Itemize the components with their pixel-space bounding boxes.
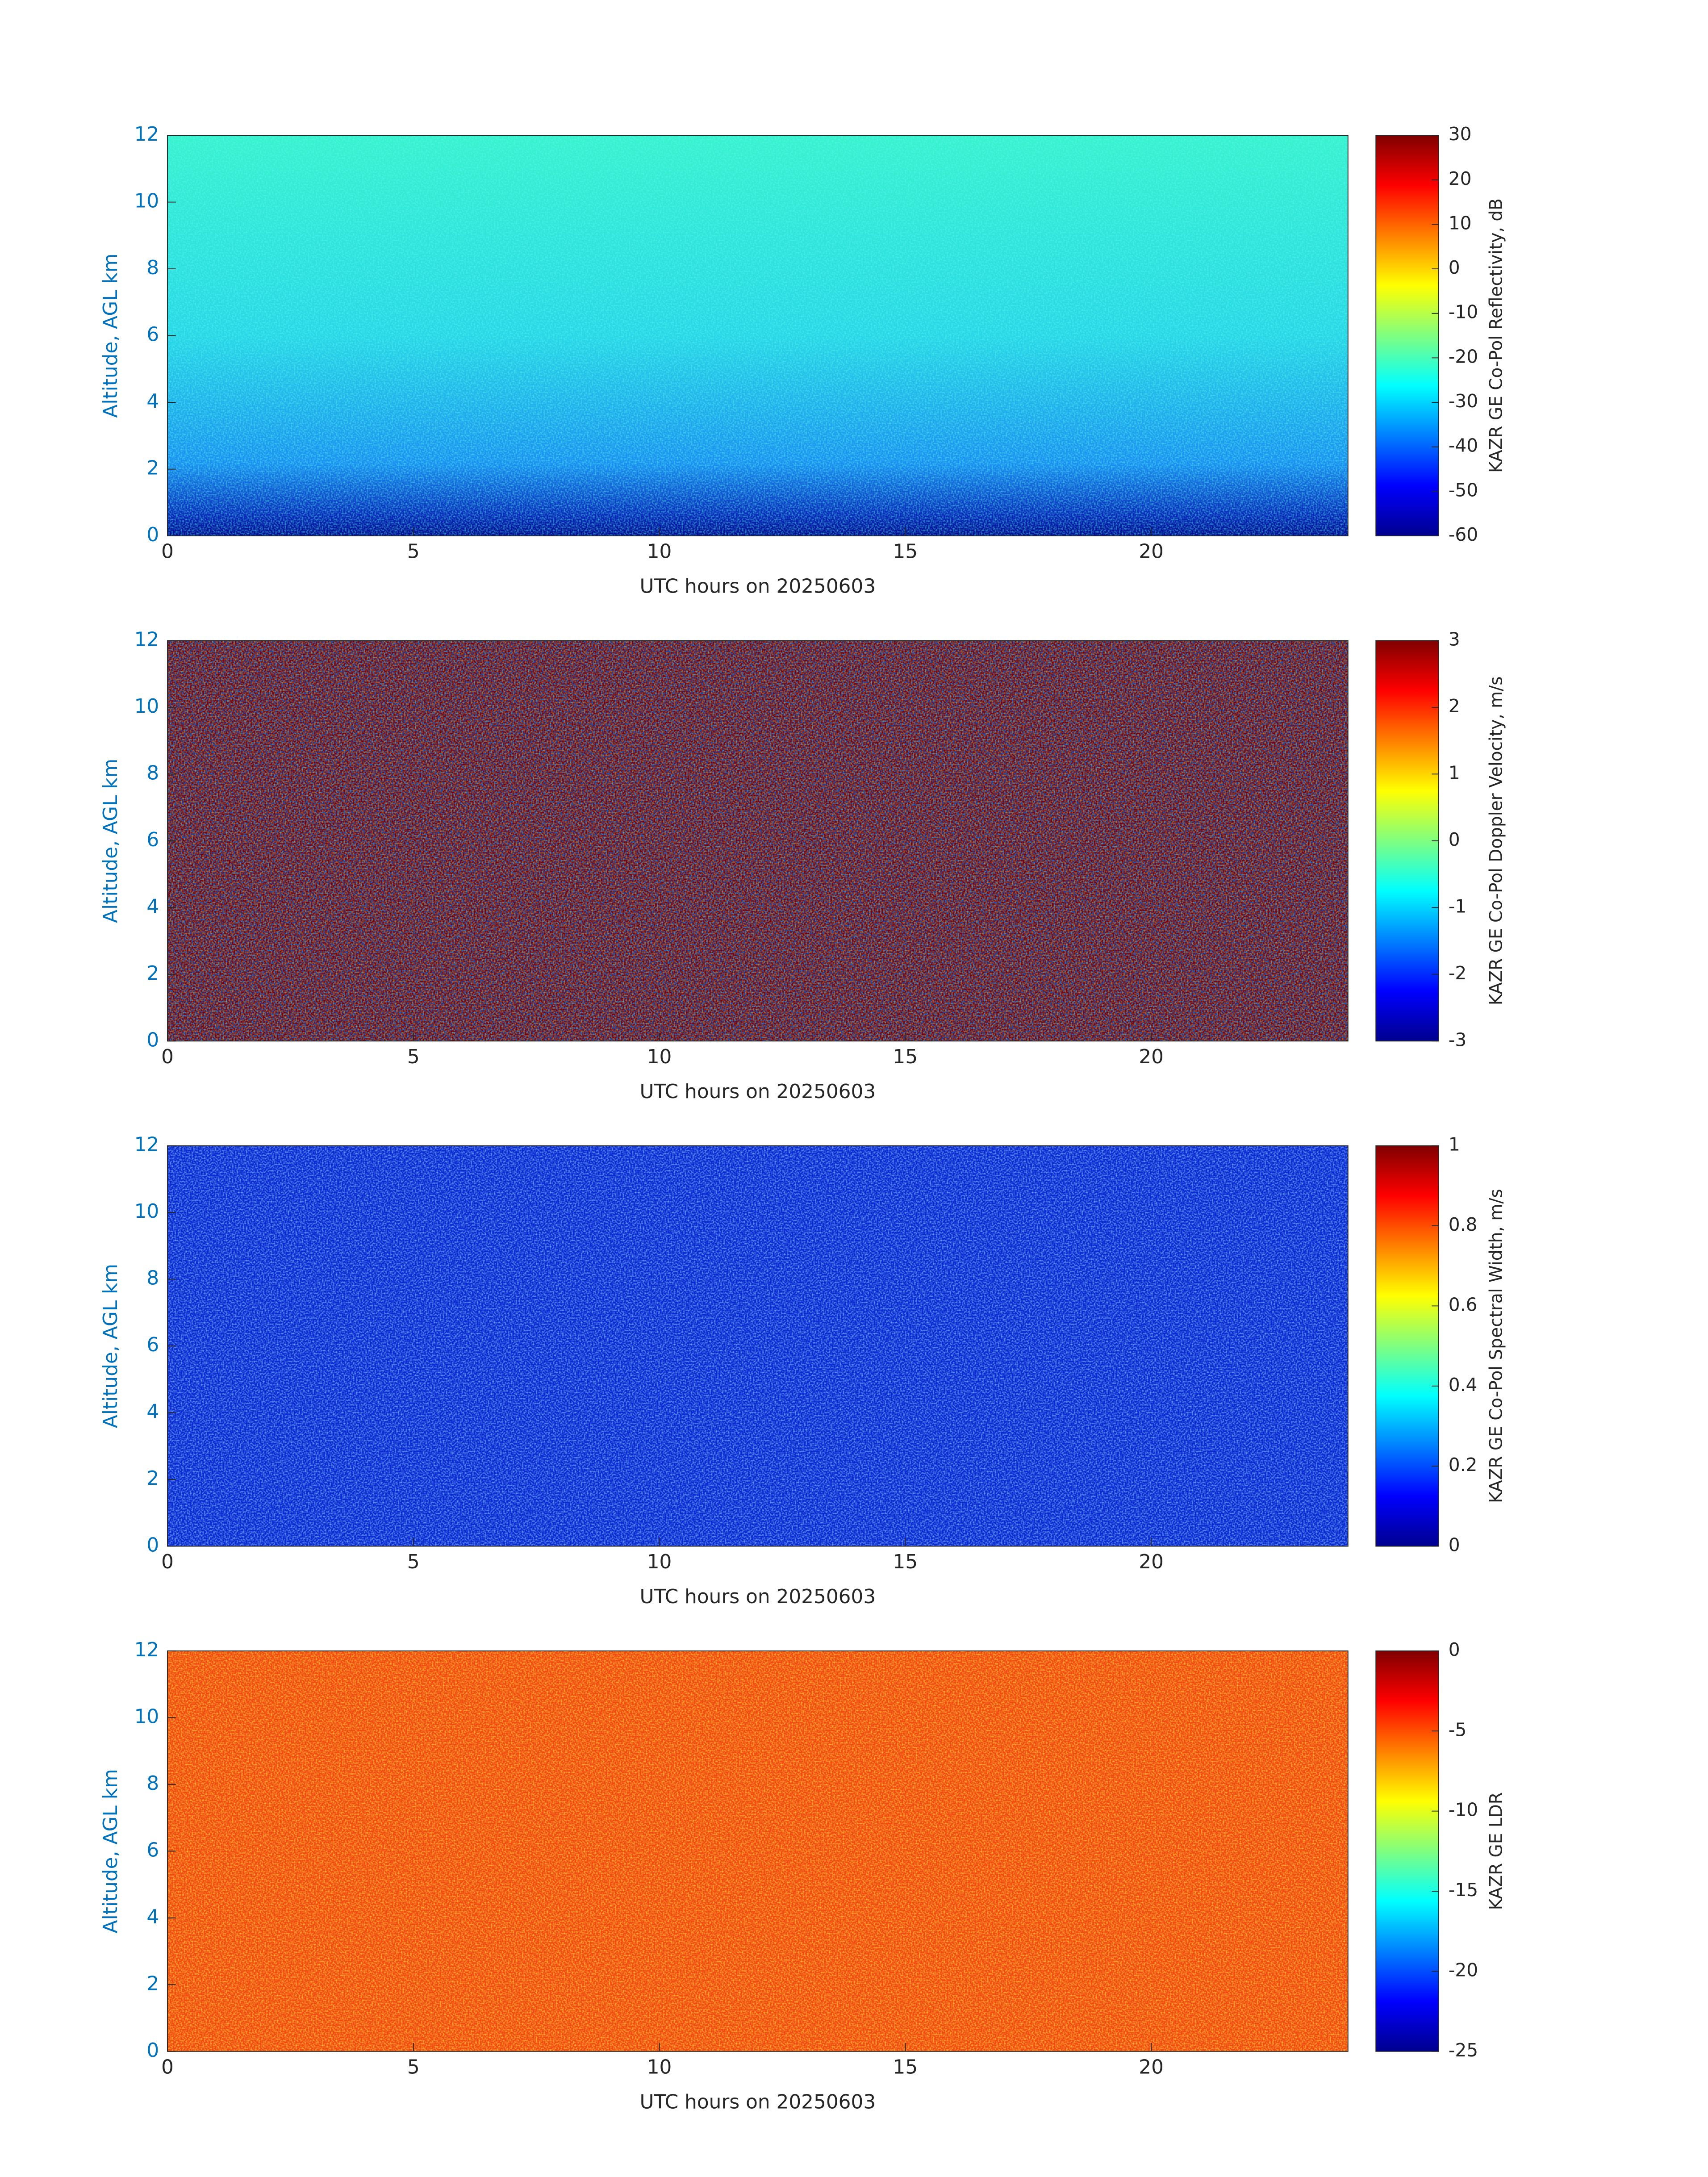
colorbar-label: KAZR GE LDR bbox=[1487, 1792, 1507, 1910]
y-axis-label: Altitude, AGL km bbox=[99, 759, 122, 923]
colorbar-tick-label: -3 bbox=[1449, 1029, 1467, 1050]
y-tick-label: 6 bbox=[146, 1333, 159, 1356]
noise-texture bbox=[167, 640, 1348, 1041]
y-tick-label: 12 bbox=[134, 1133, 159, 1156]
noise-texture bbox=[167, 135, 1348, 536]
colorbar bbox=[1375, 1650, 1439, 2052]
y-tick-label: 12 bbox=[134, 628, 159, 651]
x-tick-label: 15 bbox=[893, 1550, 918, 1573]
colorbar-tick-label: -1 bbox=[1449, 895, 1467, 917]
x-tick-label: 15 bbox=[893, 2056, 918, 2078]
y-tick-label: 8 bbox=[146, 1267, 159, 1290]
colorbar-tick-label: -20 bbox=[1449, 1959, 1478, 1981]
x-tick-label: 10 bbox=[647, 1550, 672, 1573]
colorbar-tick-label: -2 bbox=[1449, 962, 1467, 984]
x-axis-label: UTC hours on 20250603 bbox=[640, 1585, 876, 1608]
x-tick-label: 20 bbox=[1139, 1550, 1164, 1573]
colorbar-tick-label: -50 bbox=[1449, 479, 1478, 501]
x-axis-label: UTC hours on 20250603 bbox=[640, 2090, 876, 2113]
colorbar-tick-label: 0.2 bbox=[1449, 1454, 1478, 1475]
y-tick-label: 2 bbox=[146, 1467, 159, 1490]
colorbar-tick-label: -40 bbox=[1449, 435, 1478, 456]
y-tick-label: 12 bbox=[134, 1638, 159, 1661]
colorbar-label: KAZR GE Co-Pol Spectral Width, m/s bbox=[1487, 1189, 1507, 1503]
colorbar-tick-label: 0 bbox=[1449, 1534, 1460, 1556]
colorbar-tick-label: 0 bbox=[1449, 257, 1460, 278]
colorbar-tick-label: -25 bbox=[1449, 2039, 1478, 2061]
y-tick-label: 10 bbox=[134, 695, 159, 718]
colorbar-tick-label: 0.4 bbox=[1449, 1374, 1478, 1396]
y-tick-label: 12 bbox=[134, 123, 159, 146]
x-tick-label: 5 bbox=[407, 1045, 420, 1068]
colorbar-tick-label: 0 bbox=[1449, 1639, 1460, 1660]
y-tick-label: 4 bbox=[146, 390, 159, 413]
y-tick-label: 2 bbox=[146, 457, 159, 480]
colorbar-tick-label: 0 bbox=[1449, 829, 1460, 850]
y-tick-label: 10 bbox=[134, 1705, 159, 1728]
x-tick-label: 10 bbox=[647, 2056, 672, 2078]
colorbar bbox=[1375, 135, 1439, 536]
colorbar-label: KAZR GE Co-Pol Reflectivity, dB bbox=[1487, 198, 1507, 473]
noise-texture bbox=[167, 1145, 1348, 1546]
x-tick-label: 0 bbox=[161, 540, 174, 563]
colorbar-label: KAZR GE Co-Pol Doppler Velocity, m/s bbox=[1487, 676, 1507, 1005]
x-axis-label: UTC hours on 20250603 bbox=[640, 1080, 876, 1103]
y-tick-label: 4 bbox=[146, 1905, 159, 1928]
colorbar-tick-label: 0.8 bbox=[1449, 1214, 1478, 1235]
colorbar-tick-label: 10 bbox=[1449, 212, 1472, 234]
y-tick-label: 0 bbox=[146, 1534, 159, 1556]
x-tick-label: 20 bbox=[1139, 2056, 1164, 2078]
y-tick-label: 10 bbox=[134, 190, 159, 213]
y-tick-label: 6 bbox=[146, 323, 159, 346]
x-tick-label: 15 bbox=[893, 540, 918, 563]
colorbar bbox=[1375, 640, 1439, 1042]
y-tick-label: 2 bbox=[146, 962, 159, 985]
colorbar-tick-label: 0.6 bbox=[1449, 1294, 1478, 1315]
y-axis-label: Altitude, AGL km bbox=[99, 254, 122, 418]
x-tick-label: 0 bbox=[161, 2056, 174, 2078]
y-tick-label: 2 bbox=[146, 1972, 159, 1995]
x-tick-label: 10 bbox=[647, 540, 672, 563]
x-tick-label: 0 bbox=[161, 1045, 174, 1068]
colorbar-tick-label: -60 bbox=[1449, 524, 1478, 545]
colorbar-tick-label: -15 bbox=[1449, 1879, 1478, 1901]
y-tick-label: 4 bbox=[146, 1400, 159, 1423]
y-tick-label: 8 bbox=[146, 1772, 159, 1795]
colorbar-tick-label: 30 bbox=[1449, 123, 1472, 145]
x-tick-label: 5 bbox=[407, 2056, 420, 2078]
colorbar bbox=[1375, 1145, 1439, 1547]
x-tick-label: 15 bbox=[893, 1045, 918, 1068]
y-tick-label: 8 bbox=[146, 761, 159, 784]
x-tick-label: 10 bbox=[647, 1045, 672, 1068]
x-tick-label: 5 bbox=[407, 1550, 420, 1573]
y-tick-label: 0 bbox=[146, 1028, 159, 1051]
y-tick-label: 0 bbox=[146, 523, 159, 546]
y-axis-label: Altitude, AGL km bbox=[99, 1264, 122, 1428]
colorbar-tick-label: -20 bbox=[1449, 346, 1478, 367]
colorbar-tick-label: 20 bbox=[1449, 168, 1472, 189]
colorbar-tick-label: 2 bbox=[1449, 695, 1460, 717]
colorbar-tick-label: -10 bbox=[1449, 1799, 1478, 1821]
x-tick-label: 20 bbox=[1139, 1045, 1164, 1068]
y-tick-label: 4 bbox=[146, 895, 159, 918]
x-tick-label: 20 bbox=[1139, 540, 1164, 563]
colorbar-tick-label: 1 bbox=[1449, 1134, 1460, 1155]
colorbar-tick-label: -30 bbox=[1449, 390, 1478, 412]
noise-texture bbox=[167, 1651, 1348, 2052]
y-tick-label: 6 bbox=[146, 1839, 159, 1861]
x-axis-label: UTC hours on 20250603 bbox=[640, 575, 876, 598]
y-tick-label: 8 bbox=[146, 256, 159, 279]
colorbar-tick-label: -5 bbox=[1449, 1719, 1467, 1740]
colorbar-tick-label: 3 bbox=[1449, 628, 1460, 650]
y-tick-label: 0 bbox=[146, 2039, 159, 2062]
x-tick-label: 0 bbox=[161, 1550, 174, 1573]
x-tick-label: 5 bbox=[407, 540, 420, 563]
colorbar-tick-label: 1 bbox=[1449, 762, 1460, 783]
y-tick-label: 6 bbox=[146, 828, 159, 851]
y-axis-label: Altitude, AGL km bbox=[99, 1769, 122, 1933]
y-tick-label: 10 bbox=[134, 1200, 159, 1223]
colorbar-tick-label: -10 bbox=[1449, 301, 1478, 323]
